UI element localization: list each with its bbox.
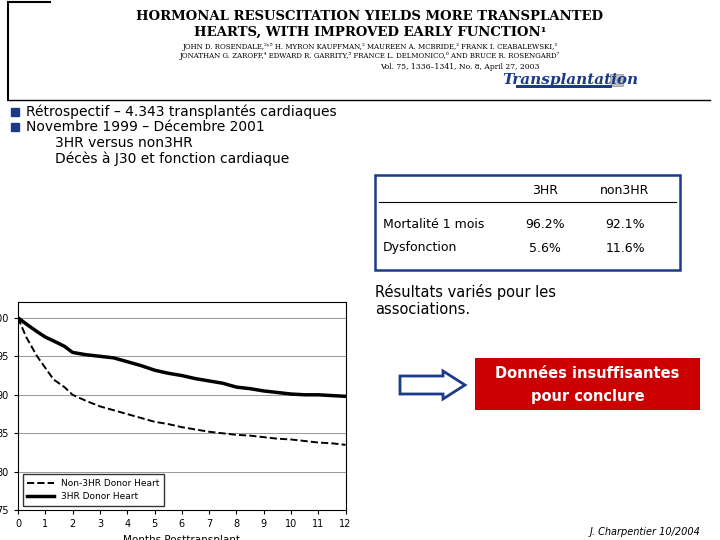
Text: Données insuffisantes: Données insuffisantes (495, 367, 680, 381)
Bar (475, 358, 700, 410)
3HR Donor Heart (204, 377, 213, 384)
3HR Donor Heart (164, 370, 173, 376)
Non-3HR Donor Heart (68, 392, 77, 398)
3HR Donor Heart (287, 391, 295, 397)
Text: JONATHAN G. ZAROFF,⁴ EDWARD R. GARRITY,⁵ FRANCE L. DELMONICO,⁶ AND BRUCE R. ROSE: JONATHAN G. ZAROFF,⁴ EDWARD R. GARRITY,⁵… (180, 52, 560, 60)
3HR Donor Heart (33, 328, 42, 335)
Text: non3HR: non3HR (600, 185, 649, 198)
3HR Donor Heart (14, 315, 22, 321)
Text: 11.6%: 11.6% (606, 241, 645, 254)
Text: HEARTS, WITH IMPROVED EARLY FUNCTION¹: HEARTS, WITH IMPROVED EARLY FUNCTION¹ (194, 25, 546, 38)
3HR Donor Heart (41, 334, 50, 340)
Text: Résultats variés pour les: Résultats variés pour les (375, 284, 556, 300)
Non-3HR Donor Heart (150, 418, 159, 425)
3HR Donor Heart (22, 321, 30, 327)
Non-3HR Donor Heart (328, 440, 336, 447)
Text: J. Charpentier 10/2004: J. Charpentier 10/2004 (589, 527, 700, 537)
3HR Donor Heart (341, 393, 350, 400)
3HR Donor Heart (177, 372, 186, 379)
3HR Donor Heart (259, 388, 268, 394)
Text: JOHN D. ROSENDALE,²ʸ⁵ H. MYRON KAUFFMAN,² MAUREEN A. MCBRIDE,² FRANK I. CEABALEW: JOHN D. ROSENDALE,²ʸ⁵ H. MYRON KAUFFMAN,… (182, 43, 557, 51)
3HR Donor Heart (246, 386, 254, 392)
3HR Donor Heart (96, 353, 104, 360)
Bar (516, 85, 612, 88)
Text: 3HR versus non3HR: 3HR versus non3HR (55, 136, 193, 150)
Non-3HR Donor Heart (137, 415, 145, 421)
Non-3HR Donor Heart (49, 376, 58, 383)
Non-3HR Donor Heart (191, 426, 199, 433)
3HR Donor Heart (191, 375, 199, 382)
Text: 3HR: 3HR (532, 185, 558, 198)
3HR Donor Heart (232, 384, 240, 390)
Text: HORMONAL RESUSCITATION YIELDS MORE TRANSPLANTED: HORMONAL RESUSCITATION YIELDS MORE TRANS… (137, 10, 603, 24)
Text: associations.: associations. (375, 301, 470, 316)
Non-3HR Donor Heart (300, 438, 309, 444)
Non-3HR Donor Heart (259, 434, 268, 441)
Non-3HR Donor Heart (164, 421, 173, 427)
Text: 96.2%: 96.2% (525, 219, 564, 232)
Text: Vol. 75, 1336–1341, No. 8, April 27, 2003: Vol. 75, 1336–1341, No. 8, April 27, 200… (380, 63, 540, 71)
Text: Dysfonction: Dysfonction (383, 241, 457, 254)
3HR Donor Heart (123, 359, 132, 365)
Non-3HR Donor Heart (246, 433, 254, 439)
Text: Transplantation: Transplantation (502, 73, 638, 87)
Non-3HR Donor Heart (273, 435, 282, 442)
Non-3HR Donor Heart (82, 398, 91, 404)
Non-3HR Donor Heart (22, 334, 30, 340)
Non-3HR Donor Heart (218, 430, 227, 436)
Non-3HR Donor Heart (60, 384, 68, 390)
Legend: Non-3HR Donor Heart, 3HR Donor Heart: Non-3HR Donor Heart, 3HR Donor Heart (22, 474, 164, 506)
Text: Mortalité 1 mois: Mortalité 1 mois (383, 219, 485, 232)
Line: 3HR Donor Heart: 3HR Donor Heart (18, 318, 346, 396)
Non-3HR Donor Heart (96, 403, 104, 409)
Non-3HR Donor Heart (204, 429, 213, 435)
Bar (610, 74, 623, 86)
3HR Donor Heart (49, 338, 58, 344)
Non-3HR Donor Heart (177, 424, 186, 430)
3HR Donor Heart (60, 343, 68, 349)
3HR Donor Heart (137, 362, 145, 369)
Line: Non-3HR Donor Heart: Non-3HR Donor Heart (18, 318, 346, 445)
3HR Donor Heart (82, 352, 91, 358)
Text: Rétrospectif – 4.343 transplantés cardiaques: Rétrospectif – 4.343 transplantés cardia… (26, 105, 337, 119)
Non-3HR Donor Heart (287, 436, 295, 443)
Non-3HR Donor Heart (123, 411, 132, 417)
Text: 5.6%: 5.6% (529, 241, 561, 254)
Text: pour conclure: pour conclure (531, 388, 644, 403)
Non-3HR Donor Heart (33, 353, 42, 360)
Non-3HR Donor Heart (341, 442, 350, 448)
3HR Donor Heart (218, 380, 227, 387)
3HR Donor Heart (273, 389, 282, 396)
X-axis label: Months Posttransplant: Months Posttransplant (123, 535, 240, 540)
Non-3HR Donor Heart (14, 315, 22, 321)
Non-3HR Donor Heart (41, 364, 50, 371)
Non-3HR Donor Heart (232, 431, 240, 438)
3HR Donor Heart (68, 349, 77, 356)
3HR Donor Heart (150, 367, 159, 373)
3HR Donor Heart (300, 392, 309, 398)
3HR Donor Heart (314, 392, 323, 398)
Non-3HR Donor Heart (314, 440, 323, 446)
Text: Novembre 1999 – Décembre 2001: Novembre 1999 – Décembre 2001 (26, 120, 265, 134)
Bar (375, 175, 680, 270)
FancyArrow shape (400, 371, 465, 399)
Non-3HR Donor Heart (109, 407, 118, 414)
Text: Décès à J30 et fonction cardiaque: Décès à J30 et fonction cardiaque (55, 152, 289, 166)
Text: 92.1%: 92.1% (606, 219, 645, 232)
3HR Donor Heart (328, 393, 336, 399)
3HR Donor Heart (109, 355, 118, 361)
